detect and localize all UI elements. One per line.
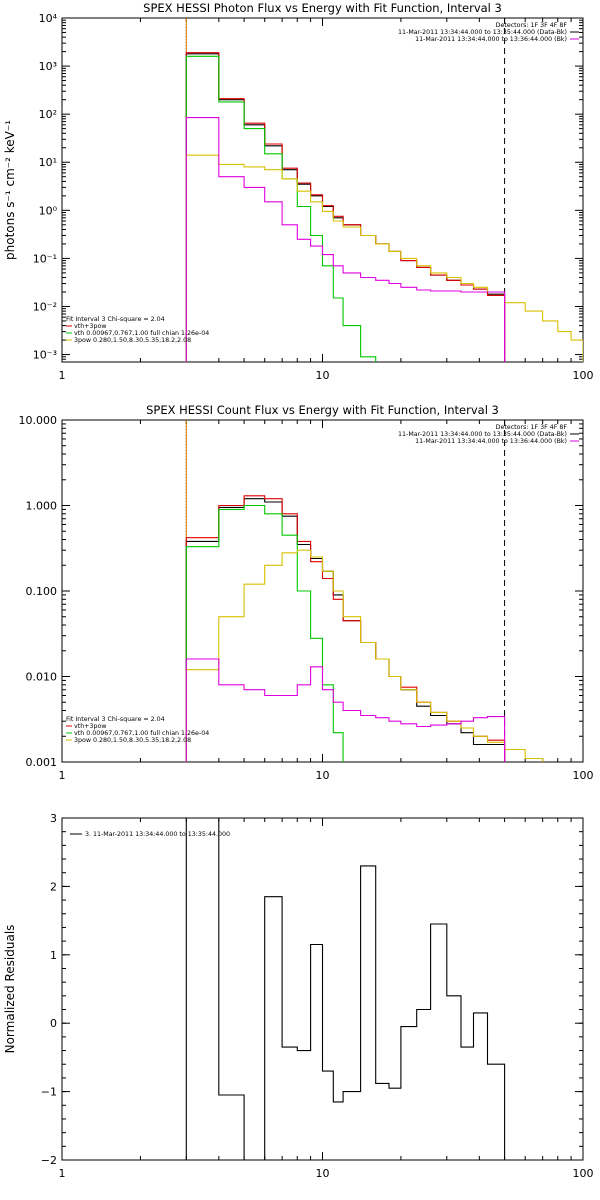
- magenta-step-series: [185, 658, 506, 762]
- green-step-series: [185, 504, 344, 762]
- top-legend-entry: 11-Mar-2011 13:34:44.000 to 13:36:44.000…: [415, 36, 567, 43]
- x-tick-label: 100: [573, 369, 594, 382]
- bottom-legend-entry: 3pow 0.280,1.50,8.30,5.35,18.2,2.08: [74, 737, 191, 744]
- y-tick-label: 10⁴: [39, 12, 58, 25]
- x-tick-label: 10: [316, 769, 330, 782]
- y-tick-label: 10²: [39, 108, 57, 121]
- top-legend-entry: 11-Mar-2011 13:34:44.000 to 13:36:44.000…: [415, 438, 567, 445]
- top-legend-entry: Detectors: 1F 3F 4F 8F: [496, 424, 568, 431]
- bottom-legend-entry: Fit Interval 3 Chi-square = 2.04: [66, 716, 165, 723]
- bottom-legend-entry: vth 0.00967,0.767,1.00 full chian 1.26e-…: [74, 330, 209, 337]
- magenta-step-series: [185, 117, 506, 362]
- photon-flux-title: SPEX HESSI Photon Flux vs Energy with Fi…: [143, 1, 502, 15]
- y-tick-label: 0: [50, 1017, 57, 1030]
- y-tick-label: 10³: [39, 60, 57, 73]
- y-tick-label: 0.100: [26, 585, 58, 598]
- y-tick-label: −1: [41, 1086, 57, 1099]
- y-tick-label: 0.010: [26, 671, 58, 684]
- y-tick-label: 10.000: [19, 414, 58, 427]
- bottom-legend-entry: vth 0.00967,0.767,1.00 full chian 1.26e-…: [74, 730, 209, 737]
- panel-1-series-group: [185, 495, 544, 762]
- x-tick-label: 1: [59, 369, 66, 382]
- count-flux-panel: SPEX HESSI Count Flux vs Energy with Fit…: [19, 403, 594, 782]
- gold-step-series: [185, 154, 583, 362]
- x-tick-label: 10: [316, 369, 330, 382]
- x-tick-label: 1: [59, 1167, 66, 1180]
- panel-0-series-group: [185, 52, 583, 362]
- photon-flux-y-axis-label: photons s⁻¹ cm⁻² keV⁻¹: [3, 120, 17, 260]
- top-legend-entry: Detectors: 1F 3F 4F 8F: [496, 22, 568, 29]
- y-tick-label: 3: [50, 812, 57, 825]
- top-legend-entry: 3. 11-Mar-2011 13:34:44.000 to 13:35:44.…: [85, 831, 230, 838]
- y-tick-label: 2: [50, 880, 57, 893]
- count-flux-title: SPEX HESSI Count Flux vs Energy with Fit…: [146, 403, 499, 417]
- y-tick-label: −2: [41, 1154, 57, 1167]
- y-tick-label: 10⁻¹: [33, 252, 57, 265]
- panel-2-series-group: [185, 818, 506, 1160]
- bottom-legend-entry: vth+3pow: [74, 723, 106, 730]
- y-tick-label: 10⁰: [39, 204, 58, 217]
- y-tick-label: 10¹: [39, 156, 57, 169]
- green-step-series: [185, 55, 377, 362]
- x-tick-label: 100: [573, 1167, 594, 1180]
- bottom-legend-entry: 3pow 0.280,1.50,8.30,5.35,18.2,2.08: [74, 337, 191, 344]
- y-tick-label: 1.000: [26, 500, 58, 513]
- y-tick-label: 1: [50, 949, 57, 962]
- y-tick-label: 10⁻²: [33, 300, 57, 313]
- bottom-legend-entry: Fit Interval 3 Chi-square = 2.04: [66, 316, 165, 323]
- x-tick-label: 100: [573, 769, 594, 782]
- residuals-panel: Normalized Residuals 1 10 100 −2 −1 0 1 2 3 3. 11…: [3, 812, 594, 1180]
- top-legend-entry: 11-Mar-2011 13:34:44.000 to 13:35:44.000…: [398, 29, 567, 36]
- y-tick-label: 10⁻³: [33, 349, 57, 362]
- x-tick-label: 1: [59, 769, 66, 782]
- y-tick-label: 0.001: [26, 756, 58, 769]
- photon-flux-panel: SPEX HESSI Photon Flux vs Energy with Fi…: [3, 1, 594, 382]
- x-tick-label: 10: [316, 1167, 330, 1180]
- top-legend-entry: 11-Mar-2011 13:34:44.000 to 13:35:44.000…: [398, 431, 567, 438]
- residuals-y-axis-label: Normalized Residuals: [3, 925, 17, 1054]
- bottom-legend-entry: vth+3pow: [74, 323, 106, 330]
- black-step-series: [185, 818, 506, 1160]
- gold-step-series: [185, 549, 544, 762]
